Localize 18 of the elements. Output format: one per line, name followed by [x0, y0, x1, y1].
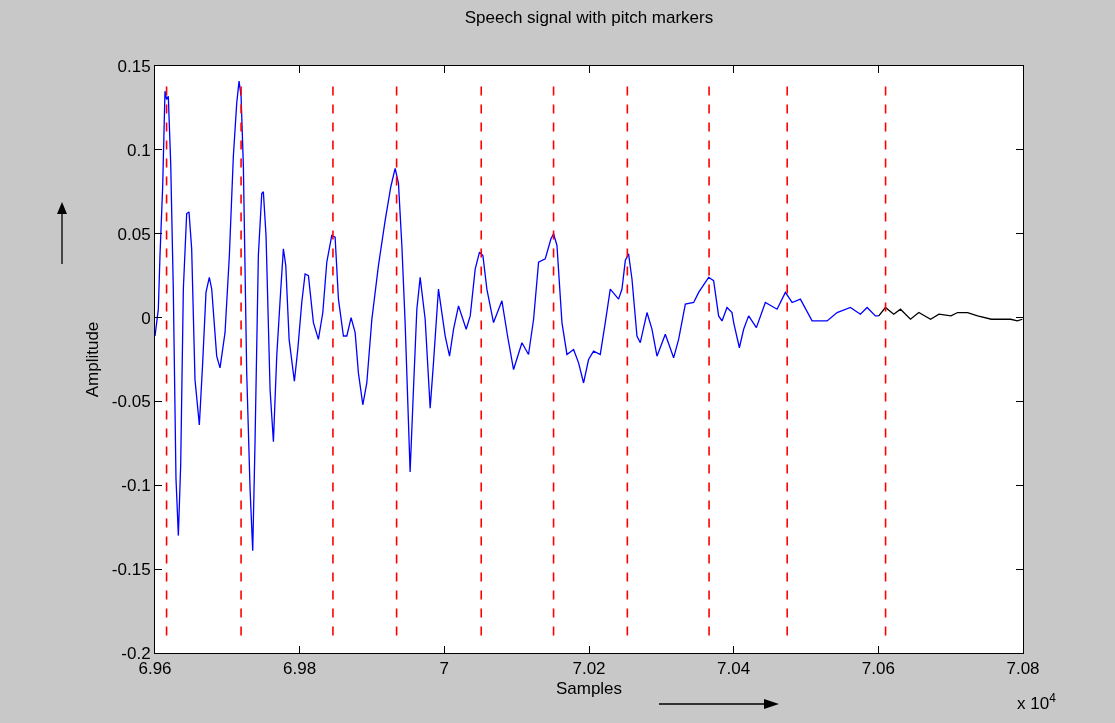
y-tick-label: -0.05 — [111, 392, 151, 412]
chart-title: Speech signal with pitch markers — [464, 7, 714, 27]
x-tick-label: 7 — [439, 659, 450, 679]
y-tick-label: 0.15 — [117, 56, 151, 76]
y-tick-label: 0.05 — [117, 224, 151, 244]
y-tick-label: -0.15 — [111, 560, 151, 580]
x-tick-label: 6.98 — [283, 659, 317, 679]
text: x 10$^{4}$ — [1017, 691, 1057, 714]
y-tick-label: 0.1 — [126, 140, 151, 160]
y-axis-title: Amplitude — [83, 321, 103, 398]
x-tick-label: 7.08 — [1006, 659, 1040, 679]
x-axis-title: Samples — [555, 678, 623, 698]
x-tick-label: 7.04 — [717, 659, 751, 679]
x-tick-label: 7.02 — [572, 659, 606, 679]
x-tick-label: 7.06 — [861, 659, 895, 679]
line-series — [155, 80, 880, 552]
y-tick-label: -0.1 — [121, 476, 151, 496]
y-tick-label: 0 — [141, 308, 151, 328]
